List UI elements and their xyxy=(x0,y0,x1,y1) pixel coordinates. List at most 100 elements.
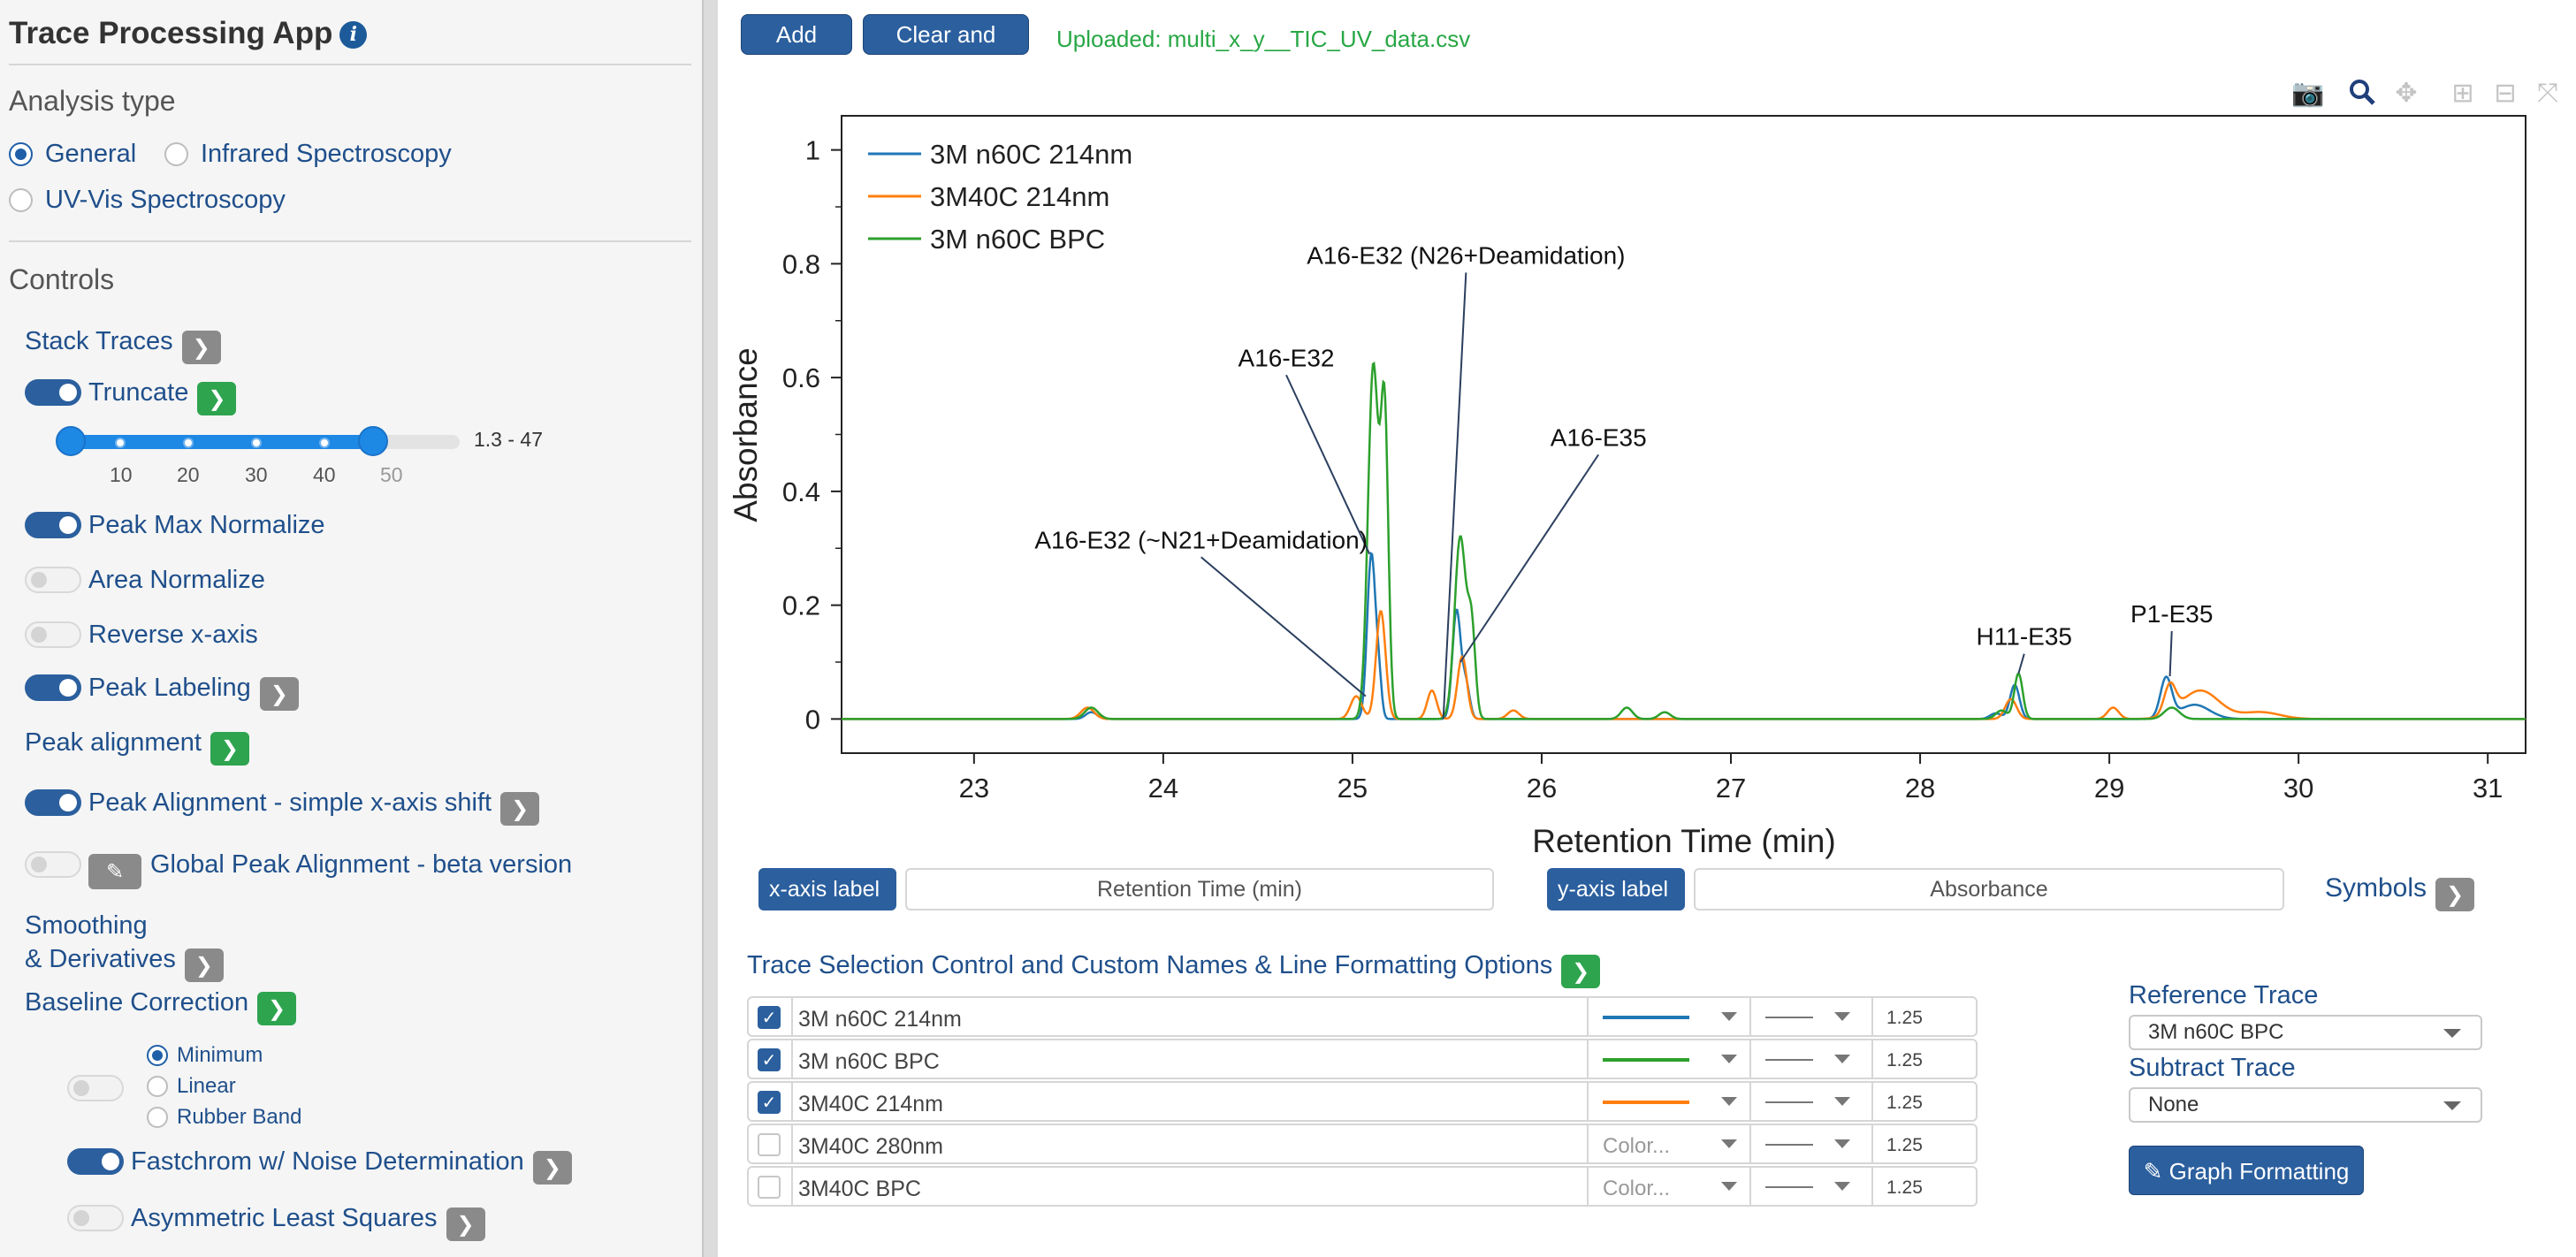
chevron-down-icon[interactable] xyxy=(1721,1139,1737,1148)
peak-alignment-simple-toggle[interactable] xyxy=(25,789,81,816)
zoom-icon[interactable] xyxy=(2346,78,2378,110)
series-line-2[interactable] xyxy=(842,361,2526,720)
line-style-preview[interactable] xyxy=(1765,1186,1813,1188)
info-icon[interactable]: i xyxy=(339,21,368,49)
radio-general[interactable]: General xyxy=(9,140,136,169)
radio-infrared-indicator[interactable] xyxy=(164,142,188,166)
baseline-correction-collapse-button[interactable]: ❯ xyxy=(257,992,297,1025)
baseline-correction-row: Baseline Correction ❯ xyxy=(25,988,297,1025)
reference-trace-select[interactable]: 3M n60C BPC xyxy=(2129,1015,2482,1050)
baseline-toggle-wrap xyxy=(67,1075,131,1101)
peak-alignment-collapse-button[interactable]: ❯ xyxy=(210,732,249,766)
global-peak-alignment-toggle[interactable] xyxy=(25,851,81,878)
chevron-down-icon[interactable] xyxy=(1721,1055,1737,1063)
chevron-down-icon[interactable] xyxy=(1834,1182,1850,1191)
fastchrom-expand-button[interactable]: ❯ xyxy=(532,1151,572,1185)
legend-label[interactable]: 3M n60C 214nm xyxy=(930,139,1132,170)
panel-divider[interactable] xyxy=(702,0,718,1257)
pan-icon[interactable]: ✥ xyxy=(2395,79,2418,108)
zoom-out-icon[interactable]: ⊟ xyxy=(2494,79,2517,108)
chevron-down-icon[interactable] xyxy=(1721,1097,1737,1106)
chevron-down-icon[interactable] xyxy=(1721,1012,1737,1021)
magic-wand-icon[interactable]: ✎ xyxy=(88,854,141,889)
truncate-collapse-button[interactable]: ❯ xyxy=(197,382,237,415)
trace-name[interactable]: 3M n60C BPC xyxy=(798,1049,940,1074)
trace-checkbox[interactable] xyxy=(758,1176,781,1199)
add-files-button[interactable]: Add File(s) xyxy=(741,14,852,87)
radio-general-indicator[interactable] xyxy=(9,142,33,166)
graph-formatting-button[interactable]: ✎ Graph Formatting xyxy=(2129,1146,2364,1195)
trace-checkbox[interactable]: ✓ xyxy=(758,1091,781,1114)
line-style-preview[interactable] xyxy=(1765,1017,1813,1018)
trace-name[interactable]: 3M n60C 214nm xyxy=(798,1007,962,1032)
radio-uv-vis[interactable]: UV-Vis Spectroscopy xyxy=(9,186,286,215)
zoom-in-icon[interactable]: ⊞ xyxy=(2451,79,2474,108)
baseline-option-minimum[interactable]: Minimum xyxy=(147,1043,263,1068)
chevron-down-icon[interactable] xyxy=(1721,1182,1737,1191)
truncate-slider-max-handle[interactable] xyxy=(358,426,388,456)
baseline-minimum-radio[interactable] xyxy=(147,1045,168,1066)
baseline-option-rubber-band[interactable]: Rubber Band xyxy=(147,1105,301,1130)
x-axis-label-input[interactable]: Retention Time (min) xyxy=(905,868,1494,910)
peak-labeling-expand-button[interactable]: ❯ xyxy=(259,677,299,711)
peak-labeling-toggle[interactable] xyxy=(25,674,81,701)
subtract-trace-label: Subtract Trace xyxy=(2129,1054,2296,1082)
chevron-down-icon[interactable] xyxy=(1834,1055,1850,1063)
peak-max-normalize-toggle[interactable] xyxy=(25,512,81,538)
baseline-option-linear[interactable]: Linear xyxy=(147,1074,236,1099)
legend-label[interactable]: 3M n60C BPC xyxy=(930,224,1105,255)
line-style-preview[interactable] xyxy=(1765,1059,1813,1061)
radio-uv-vis-indicator[interactable] xyxy=(9,188,33,212)
autoscale-icon[interactable]: ⤧ xyxy=(2537,79,2558,108)
line-width-input[interactable]: 1.25 xyxy=(1886,1008,1923,1028)
smoothing-expand-button[interactable]: ❯ xyxy=(184,948,224,982)
line-width-input[interactable]: 1.25 xyxy=(1886,1135,1923,1155)
clear-reset-button[interactable]: Clear and Reset xyxy=(863,14,1029,87)
line-style-preview[interactable] xyxy=(1765,1144,1813,1146)
truncate-slider-min-handle[interactable] xyxy=(55,426,86,456)
area-normalize-toggle[interactable] xyxy=(25,567,81,593)
trace-checkbox[interactable]: ✓ xyxy=(758,1006,781,1029)
chevron-down-icon[interactable] xyxy=(1834,1012,1850,1021)
trace-name[interactable]: 3M40C 280nm xyxy=(798,1134,943,1159)
baseline-rubber-band-radio[interactable] xyxy=(147,1107,168,1128)
als-toggle[interactable] xyxy=(67,1205,124,1231)
cell-divider xyxy=(1749,998,1751,1035)
baseline-linear-radio[interactable] xyxy=(147,1076,168,1097)
stack-traces-expand-button[interactable]: ❯ xyxy=(181,331,221,364)
trace-checkbox[interactable] xyxy=(758,1133,781,1156)
subtract-trace-select[interactable]: None xyxy=(2129,1087,2482,1123)
camera-icon[interactable]: 📷 xyxy=(2291,79,2325,108)
chevron-down-icon[interactable] xyxy=(1834,1097,1850,1106)
symbols-expand-button[interactable]: ❯ xyxy=(2435,878,2475,911)
trace-color-swatch[interactable] xyxy=(1603,1016,1689,1019)
trace-color-swatch[interactable] xyxy=(1603,1101,1689,1104)
zoom-icon-svg xyxy=(2350,80,2375,105)
x-tick-label: 30 xyxy=(2283,773,2313,804)
truncate-toggle[interactable] xyxy=(25,379,81,406)
line-width-input[interactable]: 1.25 xyxy=(1886,1050,1923,1070)
baseline-toggle[interactable] xyxy=(67,1075,124,1101)
line-width-input[interactable]: 1.25 xyxy=(1886,1093,1923,1113)
line-style-preview[interactable] xyxy=(1765,1101,1813,1103)
trace-color-swatch[interactable] xyxy=(1603,1058,1689,1062)
als-expand-button[interactable]: ❯ xyxy=(446,1207,485,1241)
y-axis-label-input[interactable]: Absorbance xyxy=(1694,868,2284,910)
trace-checkbox[interactable]: ✓ xyxy=(758,1048,781,1071)
fastchrom-toggle[interactable] xyxy=(67,1148,124,1175)
trace-color-placeholder[interactable]: Color... xyxy=(1603,1134,1671,1158)
radio-infrared[interactable]: Infrared Spectroscopy xyxy=(164,140,452,169)
legend-label[interactable]: 3M40C 214nm xyxy=(930,181,1109,212)
reverse-x-axis-toggle[interactable] xyxy=(25,621,81,648)
trace-section-collapse-button[interactable]: ❯ xyxy=(1561,955,1601,988)
y-axis-label-dropdown[interactable]: y-axis label ▾ xyxy=(1547,868,1685,944)
peak-alignment-simple-expand-button[interactable]: ❯ xyxy=(500,792,540,826)
chevron-down-icon[interactable] xyxy=(1834,1139,1850,1148)
x-axis-label-dropdown[interactable]: x-axis label ▾ xyxy=(758,868,896,944)
sidebar: Trace Processing App i Analysis type Gene… xyxy=(0,0,702,1257)
trace-name[interactable]: 3M40C 214nm xyxy=(798,1092,943,1116)
trace-name[interactable]: 3M40C BPC xyxy=(798,1177,921,1201)
chromatogram-chart[interactable]: 23 24 25 26 27 28 29 30 31 0 0.2 0.4 0.6 0.8 1 3M n60C … xyxy=(718,67,2565,863)
line-width-input[interactable]: 1.25 xyxy=(1886,1177,1923,1198)
trace-color-placeholder[interactable]: Color... xyxy=(1603,1177,1671,1200)
